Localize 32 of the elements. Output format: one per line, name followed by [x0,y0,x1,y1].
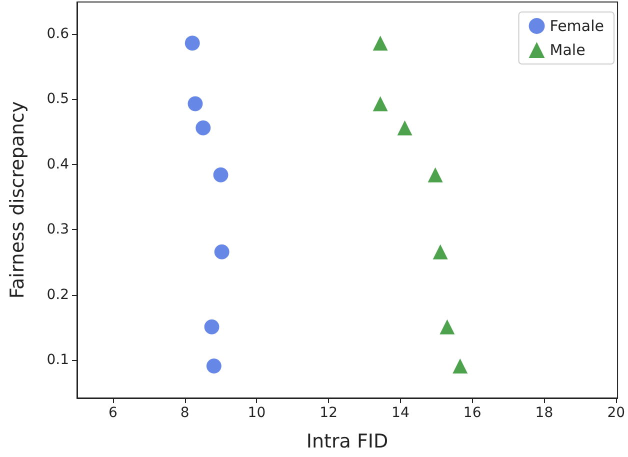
point [214,244,230,260]
point [432,244,448,260]
legend-label: Female [550,17,604,35]
x-tick-label: 6 [108,405,118,421]
y-tick-label: 0.1 [46,352,69,368]
x-tick-label: 10 [248,405,266,421]
point [188,96,203,112]
x-tick-label: 14 [392,405,410,421]
point [372,36,388,51]
point [213,167,228,182]
y-tick-label: 0.3 [46,222,69,238]
point [206,358,222,374]
x-tick-label: 8 [180,405,190,421]
point [440,319,455,334]
point [196,120,211,136]
x-tick-label: 16 [463,405,482,421]
y-tick-label: 0.4 [46,156,70,172]
y-axis-title: Fairness discrepancy [6,101,28,299]
legend-label: Male [550,41,586,59]
x-tick-label: 12 [320,405,338,421]
y-tick-label: 0.6 [46,26,70,42]
x-tick-label: 18 [535,405,554,421]
point [372,96,388,112]
point [428,167,443,182]
x-axis-title: Intra FID [306,430,388,452]
point [184,36,200,51]
point [397,120,412,136]
point [204,319,220,334]
y-tick-label: 0.5 [46,91,69,108]
y-tick-label: 0.2 [46,286,69,303]
x-tick-label: 20 [607,405,626,421]
point [452,358,468,374]
